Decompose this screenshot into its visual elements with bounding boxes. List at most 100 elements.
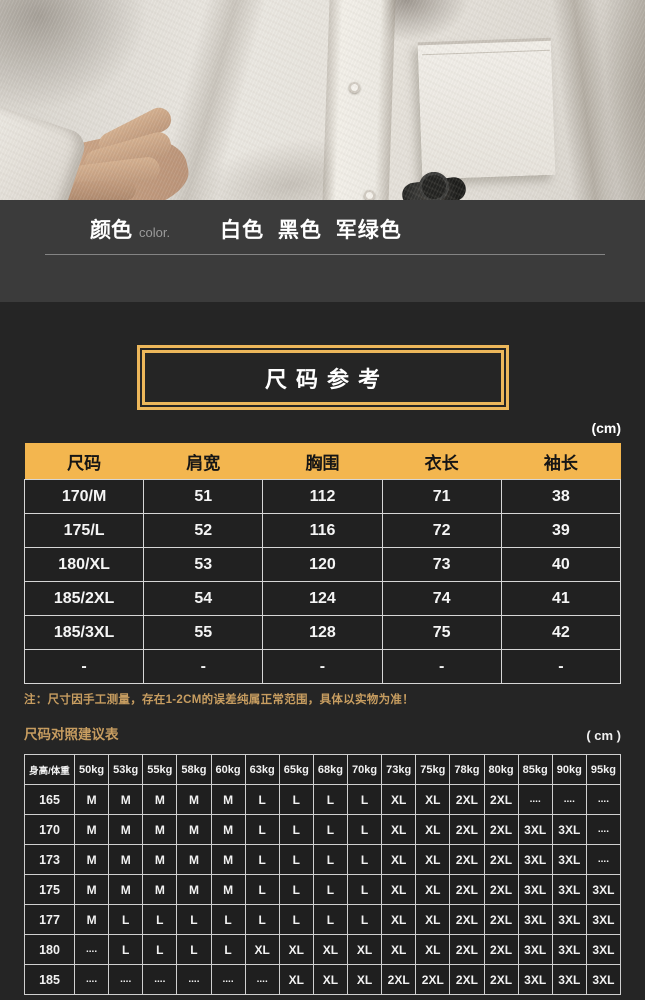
size-suggestion-cell: M (142, 814, 178, 845)
size-suggestion-cell: 3XL (551, 814, 587, 845)
size-table-header-cell: 袖长 (501, 443, 621, 480)
size-suggestion-cell: XL (381, 814, 417, 845)
size-suggestion-cell: 2XL (415, 964, 451, 995)
size-suggestion-cell: M (176, 844, 212, 875)
size-table-row: 170/M 51 112 71 38 (23, 479, 622, 514)
size-suggestion-cell: L (312, 784, 349, 815)
unit-label-cm: (cm) (591, 420, 621, 436)
size-suggestion-cell: 2XL (449, 904, 485, 935)
size-table-header-row: 尺码 肩宽 胸围 衣长 袖长 (24, 443, 621, 480)
weight-header-cell: 90kg (551, 754, 587, 785)
suggestion-table-row: 185........................ XL XL XL 2XL 2XL 2… (24, 964, 622, 995)
size-table-cell: 170/M (23, 479, 145, 514)
size-suggestion-cell: 2XL (449, 964, 485, 995)
size-suggestion-cell: L (278, 874, 314, 905)
color-label-en: color. (139, 225, 171, 240)
size-suggestion-cell: M (73, 874, 110, 905)
size-suggestion-cell: M (73, 784, 110, 815)
size-suggestion-cell: .... (73, 934, 110, 965)
size-suggestion-cell: M (210, 784, 246, 815)
size-suggestion-cell: XL (381, 784, 417, 815)
size-suggestion-cell: 3XL (517, 904, 553, 935)
size-suggestion-cell: L (176, 934, 212, 965)
height-cell: 185 (24, 964, 75, 995)
size-table-cell: 72 (381, 513, 502, 548)
size-suggestion-cell: M (210, 874, 246, 905)
weight-header-cell: 60kg (210, 754, 246, 785)
size-suggestion-cell: XL (312, 934, 349, 965)
suggestion-table-row: 180.... L L L L XL XL XL XL XL XL 2XL 2XL 3XL 3XL 3XL (24, 934, 622, 965)
suggestion-table-row: 173 M M M M M L L L L XL XL 2XL 2XL 3XL 3XL.... (24, 844, 622, 875)
size-suggestion-cell: .... (73, 964, 110, 995)
size-suggestion-cell: XL (415, 814, 451, 845)
shirt-edge-shadow (605, 0, 645, 200)
size-table-cell: 185/3XL (23, 615, 145, 650)
size-table-row: 185/2XL 54 124 74 41 (23, 581, 622, 616)
size-table-cell: - (23, 649, 145, 684)
size-suggestion-cell: XL (381, 844, 417, 875)
size-suggestion-cell: 3XL (585, 904, 622, 935)
size-table-header-cell: 尺码 (24, 443, 144, 480)
size-table-row: 180/XL 53 120 73 40 (23, 547, 622, 582)
size-suggestion-cell: L (244, 904, 280, 935)
size-suggestion-cell: 2XL (483, 934, 519, 965)
weight-header-cell: 95kg (585, 754, 622, 785)
size-reference-title: 尺码参考 (264, 366, 389, 392)
size-suggestion-cell: .... (244, 964, 280, 995)
size-suggestion-cell: M (210, 844, 246, 875)
size-suggestion-cell: L (176, 904, 212, 935)
size-suggestion-cell: L (142, 904, 178, 935)
size-table-header-cell: 衣长 (382, 443, 502, 480)
size-table-row: 185/3XL 55 128 75 42 (23, 615, 622, 650)
size-suggestion-cell: XL (381, 904, 417, 935)
weight-header-cell: 70kg (346, 754, 383, 785)
size-table-cell: 112 (262, 479, 383, 514)
size-suggestion-cell: L (312, 904, 349, 935)
size-suggestion-cell: L (210, 904, 246, 935)
size-suggestion-cell: 3XL (517, 964, 553, 995)
size-suggestion-cell: .... (108, 964, 144, 995)
size-suggestion-cell: 2XL (483, 844, 519, 875)
height-cell: 170 (24, 814, 75, 845)
size-suggestion-cell: L (346, 784, 383, 815)
size-table-cell: 54 (143, 581, 264, 616)
shirt-button (364, 190, 375, 200)
product-photo (0, 0, 645, 200)
size-suggestion-cell: .... (551, 784, 587, 815)
weight-header-cell: 73kg (381, 754, 417, 785)
size-suggestion-cell: .... (142, 964, 178, 995)
divider-line (45, 254, 605, 255)
size-suggestion-cell: L (210, 934, 246, 965)
size-suggestion-cell: L (346, 844, 383, 875)
size-suggestion-cell: XL (415, 874, 451, 905)
size-suggestion-cell: 2XL (449, 874, 485, 905)
size-suggestion-cell: L (278, 784, 314, 815)
size-suggestion-cell: M (108, 874, 144, 905)
weight-header-cell: 75kg (415, 754, 451, 785)
size-suggestion-cell: 2XL (449, 784, 485, 815)
size-suggestion-cell: L (278, 844, 314, 875)
size-table-header-cell: 肩宽 (143, 443, 263, 480)
height-cell: 165 (24, 784, 75, 815)
size-suggestion-cell: M (176, 814, 212, 845)
size-table-cell: 120 (262, 547, 383, 582)
weight-header-cell: 50kg (73, 754, 110, 785)
size-suggestion-cell: L (346, 814, 383, 845)
size-table-cell: 73 (381, 547, 502, 582)
size-suggestion-cell: 3XL (517, 874, 553, 905)
fabric-texture-overlay (0, 0, 645, 200)
size-suggestion-cell: .... (210, 964, 246, 995)
size-table-cell: 185/2XL (23, 581, 145, 616)
suggestion-table-row: 175 M M M M M L L L L XL XL 2XL 2XL 3XL 3XL 3XL (24, 874, 622, 905)
size-suggestion-cell: 3XL (585, 934, 622, 965)
size-suggestion-cell: L (312, 814, 349, 845)
size-suggestion-cell: L (142, 934, 178, 965)
size-suggestion-cell: 2XL (449, 934, 485, 965)
size-table-cell: 116 (262, 513, 383, 548)
suggestion-table-row: 165 M M M M M L L L L XL XL 2XL 2XL............ (24, 784, 622, 815)
size-suggestion-cell: L (108, 934, 144, 965)
size-table-cell: 52 (143, 513, 264, 548)
height-cell: 180 (24, 934, 75, 965)
size-suggestion-cell: 2XL (483, 964, 519, 995)
